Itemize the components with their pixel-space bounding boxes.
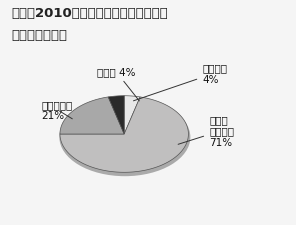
Polygon shape	[60, 97, 124, 134]
Text: そうは
思わない
71%: そうは 思わない 71%	[178, 115, 234, 147]
Text: 図４　2010年改定は勤務医救済の効果: 図４ 2010年改定は勤務医救済の効果	[12, 7, 169, 20]
Polygon shape	[124, 96, 140, 134]
Ellipse shape	[59, 99, 190, 176]
Polygon shape	[108, 96, 124, 134]
Text: 無回答 4%: 無回答 4%	[96, 67, 139, 101]
Text: があったか: があったか	[12, 29, 68, 42]
Polygon shape	[60, 97, 188, 173]
Text: そう思う
4%: そう思う 4%	[133, 63, 227, 101]
Text: 分からない
21%: 分からない 21%	[41, 99, 73, 121]
